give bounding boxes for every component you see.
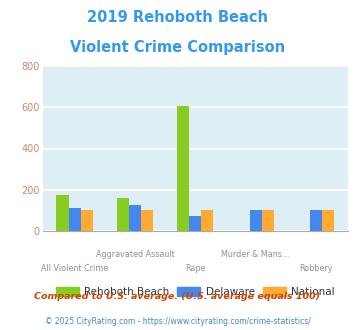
Bar: [250, 211, 262, 231]
Text: Murder & Mans...: Murder & Mans...: [222, 250, 290, 259]
Legend: Rehoboth Beach, Delaware, National: Rehoboth Beach, Delaware, National: [51, 282, 339, 301]
Text: Violent Crime Comparison: Violent Crime Comparison: [70, 40, 285, 54]
Bar: [81, 211, 93, 231]
Bar: [310, 211, 322, 231]
Text: © 2025 CityRating.com - https://www.cityrating.com/crime-statistics/: © 2025 CityRating.com - https://www.city…: [45, 317, 310, 326]
Bar: [129, 205, 141, 231]
Text: Robbery: Robbery: [299, 264, 333, 273]
Text: Compared to U.S. average. (U.S. average equals 100): Compared to U.S. average. (U.S. average …: [34, 292, 321, 301]
Bar: [262, 211, 274, 231]
Text: Rape: Rape: [185, 264, 206, 273]
Bar: [141, 211, 153, 231]
Bar: [69, 208, 81, 231]
Text: All Violent Crime: All Violent Crime: [41, 264, 108, 273]
Text: Aggravated Assault: Aggravated Assault: [95, 250, 174, 259]
Bar: [201, 211, 213, 231]
Text: 2019 Rehoboth Beach: 2019 Rehoboth Beach: [87, 10, 268, 25]
Bar: [117, 198, 129, 231]
Bar: [189, 215, 201, 231]
Bar: [322, 211, 334, 231]
Bar: [56, 195, 69, 231]
Bar: [177, 106, 189, 231]
